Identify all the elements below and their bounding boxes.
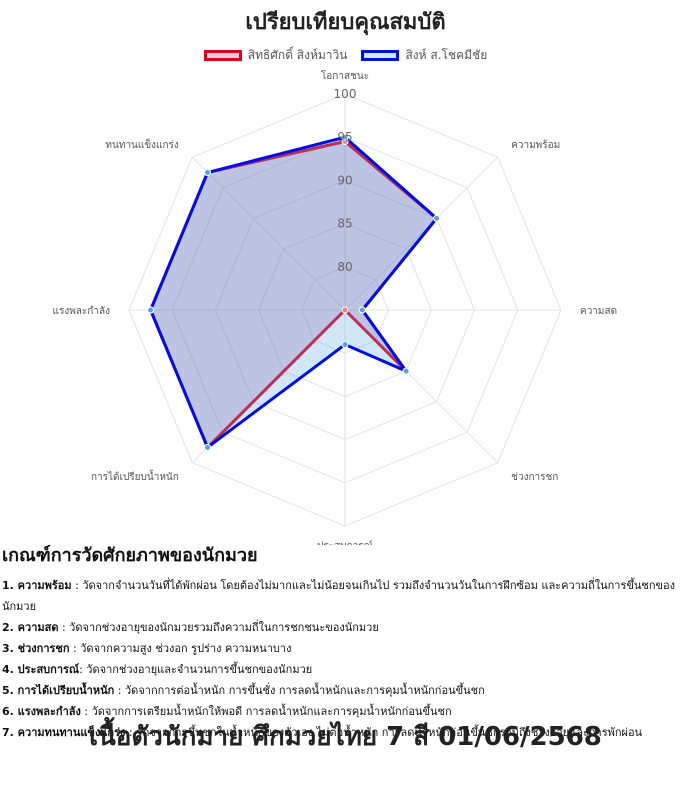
criteria-item-desc: : วัดจากจำนวนวันที่ได้พักผ่อน โดยต้องไม่… — [2, 579, 676, 613]
criteria-item-desc: : วัดจากการเตรียมน้ำหนักให้พอดี การลดน้ำ… — [80, 705, 452, 718]
axis-label: ความสด — [580, 306, 617, 317]
legend-label-series-1: สิทธิศักดิ์ สิงห์มาวิน — [247, 48, 348, 62]
criteria-item: 5. การได้เปรียบน้ำหนัก : วัดจากการต่อน้ำ… — [2, 680, 686, 701]
data-point — [204, 443, 212, 451]
footer-title: เนื้อตัวนักมาย ศึกมวยไทย 7 สี 01/06/2568 — [89, 722, 602, 752]
criteria-item-desc: : วัดจากช่วงอายุของนักมวยรวมถึงความถี่ใน… — [58, 621, 379, 634]
legend-swatch-series-2 — [361, 50, 400, 61]
tick-label: 80 — [337, 260, 352, 274]
axis-label: การได้เปรียบน้ำหนัก — [91, 469, 179, 483]
criteria-list: 1. ความพร้อม : วัดจากจำนวนวันที่ได้พักผ่… — [2, 575, 686, 743]
grid-spoke — [344, 156, 499, 311]
criteria-item-desc: : วัดจากการต่อน้ำหนัก การขึ้นชั่ง การลดน… — [114, 684, 485, 697]
criteria-item-name: 4. ประสบการณ์ — [2, 663, 80, 676]
criteria-item-desc: : วัดจากความสูง ช่วงอก รูปร่าง ความหนาบา… — [69, 642, 292, 655]
tick-label: 90 — [337, 173, 352, 187]
data-point — [341, 306, 349, 314]
legend-item-series-1[interactable]: สิทธิศักดิ์ สิงห์มาวิน — [203, 46, 348, 65]
axis-label: แรงพละกำลัง — [53, 306, 111, 317]
axis-label: ประสบการณ์ — [317, 540, 373, 545]
criteria-item-name: 1. ความพร้อม — [2, 579, 72, 592]
grid-spoke — [191, 156, 346, 311]
criteria-item-name: 5. การได้เปรียบน้ำหนัก — [2, 684, 115, 697]
data-point — [147, 306, 155, 314]
series-area-2 — [149, 135, 439, 449]
criteria-heading: เกณฑ์การวัดศักยภาพของนักมวย — [2, 545, 258, 566]
data-point — [433, 214, 441, 222]
chart-title: เปรียบเทียบคุณสมบัติ — [245, 10, 446, 35]
legend-label-series-2: สิงห์ ส.โชคมีชัย — [405, 48, 488, 62]
radar-chart: 80 85 90 95 100 โอกาสชนะความพร้อมความสดช่วงกา… — [53, 69, 618, 545]
axis-label: ทนทานแข็งแกร่ง — [105, 137, 179, 151]
axis-label: โอกาสชนะ — [321, 69, 369, 82]
criteria-item-name: 7. ความทนทานแข็งแกร่ง — [2, 726, 126, 739]
legend-swatch-series-1 — [203, 50, 242, 61]
criteria-item-desc: : วัดจากช่วงอายุและจำนวนการขึ้นชกของนักม… — [79, 663, 313, 676]
data-point — [341, 133, 349, 141]
criteria-item-name: 6. แรงพละกำลัง — [2, 705, 81, 718]
criteria-section: เกณฑ์การวัดศักยภาพของนักมวย 1. ความพร้อม… — [2, 540, 686, 743]
criteria-item-name: 3. ช่วงการชก — [2, 642, 70, 655]
data-point — [358, 306, 366, 314]
criteria-item-name: 2. ความสด — [2, 621, 59, 634]
criteria-item: 1. ความพร้อม : วัดจากจำนวนวันที่ได้พักผ่… — [2, 575, 686, 617]
criteria-item-desc: : วัดจากการขึ้นชกในน้ำหนักของตัวเอง ไม่ต… — [125, 726, 643, 739]
criteria-item: 7. ความทนทานแข็งแกร่ง : วัดจากการขึ้นชกใ… — [2, 722, 686, 743]
tick-label: 85 — [337, 217, 352, 231]
axis-label: ช่วงการชก — [511, 472, 558, 483]
criteria-item: 6. แรงพละกำลัง : วัดจากการเตรียมน้ำหนักใ… — [2, 701, 686, 722]
tick-label: 95 — [337, 130, 352, 144]
legend: สิทธิศักดิ์ สิงห์มาวิน สิงห์ ส.โชคมีชัย — [0, 46, 691, 65]
legend-item-series-2[interactable]: สิงห์ ส.โชคมีชัย — [361, 46, 487, 65]
criteria-item: 2. ความสด : วัดจากช่วงอายุของนักมวยรวมถึ… — [2, 617, 686, 638]
data-point — [402, 367, 410, 375]
data-point — [204, 169, 212, 177]
data-point — [341, 341, 349, 349]
criteria-item: 4. ประสบการณ์: วัดจากช่วงอายุและจำนวนการ… — [2, 659, 686, 680]
criteria-item: 3. ช่วงการชก : วัดจากความสูง ช่วงอก รูปร… — [2, 638, 686, 659]
tick-label: 100 — [334, 87, 357, 101]
axis-label: ความพร้อม — [511, 139, 560, 151]
